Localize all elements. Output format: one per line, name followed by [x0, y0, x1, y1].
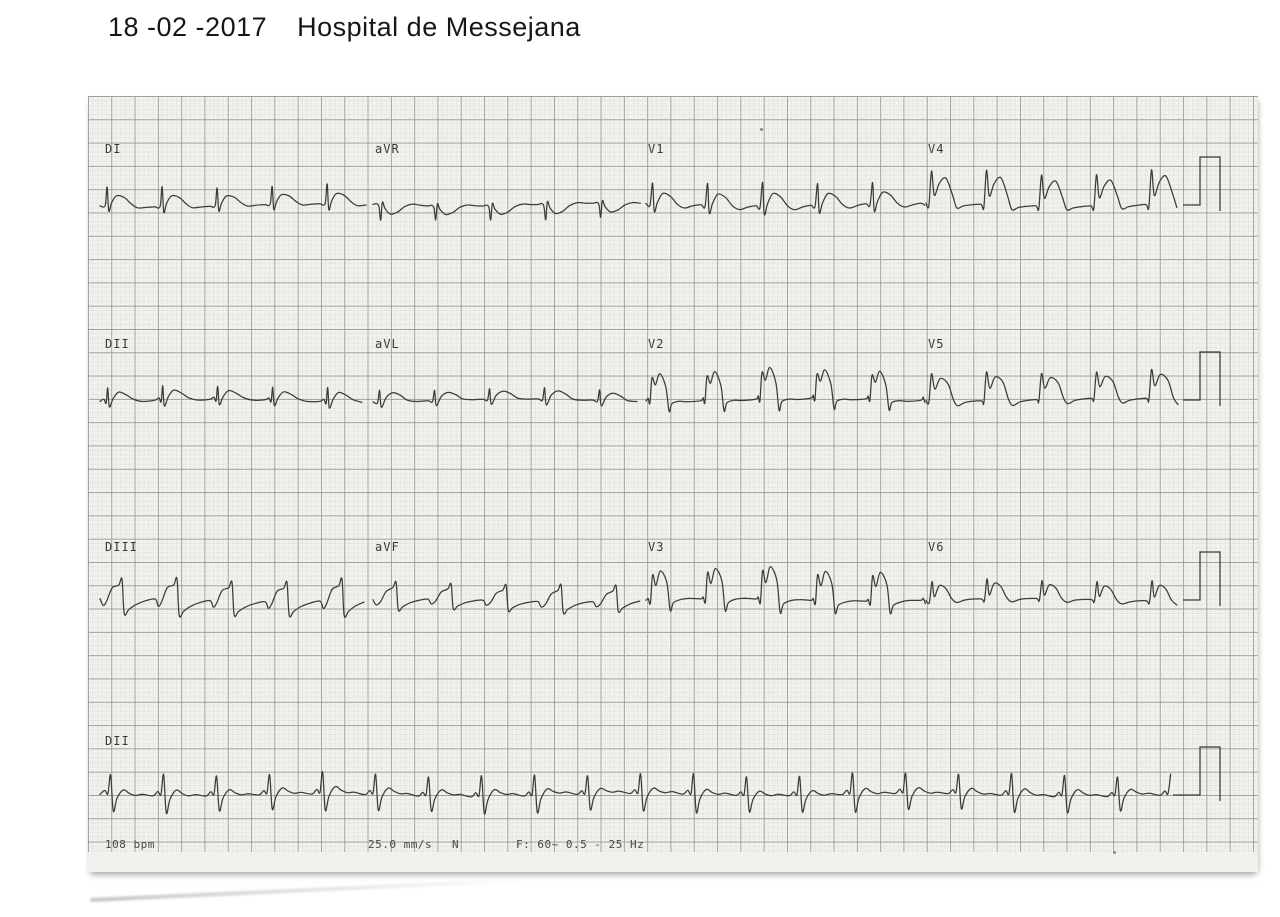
calibration-pulse-row4: [1173, 746, 1221, 801]
ecg-trace-aVR-row1: [372, 199, 641, 221]
ecg-trace-DIII-row3: [99, 576, 365, 618]
ecg-trace-V6-row3: [925, 578, 1178, 606]
filter-annotation: F: 60~ 0.5 - 25 Hz: [516, 838, 645, 851]
ecg-trace-V2-row2: [645, 366, 926, 413]
ecg-trace-DII-row4: [99, 771, 1172, 815]
ecg-trace-V1-row1: [645, 181, 926, 216]
calibration-pulse-row2: [1183, 351, 1221, 406]
lead-label-aVF-row3: aVF: [375, 540, 400, 554]
lead-label-DIII-row3: DIII: [105, 540, 138, 554]
calibration-pulse-row3: [1183, 551, 1221, 606]
lead-label-DII-row2: DII: [105, 337, 130, 351]
ecg-trace-aVF-row3: [372, 580, 641, 615]
page-title: 18 -02 -2017 Hospital de Messejana: [108, 12, 581, 43]
lead-label-V4-row1: V4: [928, 142, 945, 156]
ecg-trace-V4-row1: [925, 169, 1178, 212]
ecg-grid-and-traces: [88, 96, 1258, 852]
lead-label-V1-row1: V1: [648, 142, 665, 156]
lead-label-DI-row1: DI: [105, 142, 122, 156]
lead-label-V2-row2: V2: [648, 337, 665, 351]
paper-bottom-edge-shadow: [89, 878, 520, 902]
header-hospital: Hospital de Messejana: [297, 12, 581, 42]
scan-speck: [1113, 851, 1116, 854]
calibration-pulse-row1: [1183, 156, 1221, 211]
lead-label-V3-row3: V3: [648, 540, 665, 554]
lead-label-DII-row4: DII: [105, 734, 130, 748]
ecg-trace-DI-row1: [99, 183, 367, 214]
lead-label-aVR-row1: aVR: [375, 142, 400, 156]
ecg-trace-aVL-row2: [372, 386, 638, 408]
lead-label-aVL-row2: aVL: [375, 337, 400, 351]
heart-rate-annotation: 108 bpm: [105, 838, 155, 851]
ecg-trace-V5-row2: [925, 368, 1179, 407]
ecg-paper: 108 bpm 25.0 mm/s N F: 60~ 0.5 - 25 Hz D…: [88, 96, 1258, 872]
lead-label-V6-row3: V6: [928, 540, 945, 554]
ecg-trace-DII-row2: [99, 385, 363, 409]
paper-speed-annotation: 25.0 mm/s: [368, 838, 433, 851]
scan-speck: [760, 128, 763, 131]
ecg-trace-V3-row3: [645, 566, 927, 615]
mode-annotation: N: [452, 838, 460, 851]
header-date: 18 -02 -2017: [108, 12, 268, 42]
lead-label-V5-row2: V5: [928, 337, 945, 351]
